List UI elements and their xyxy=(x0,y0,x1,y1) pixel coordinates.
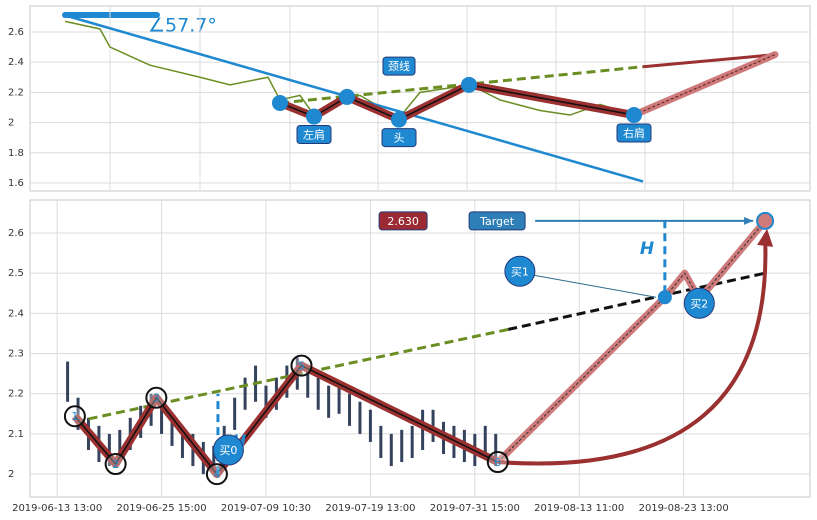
buy-label: 买1 xyxy=(511,265,529,278)
pattern-point xyxy=(63,405,86,428)
pattern-label: 右肩 xyxy=(623,126,645,140)
pattern-point xyxy=(339,88,355,105)
pattern-point xyxy=(145,386,168,409)
x-tick-label: 2019-07-19 13:00 xyxy=(325,503,415,514)
buy-label: 买2 xyxy=(690,297,708,310)
angle-label: ∠57.7° xyxy=(148,15,217,37)
buy-point xyxy=(683,287,715,319)
top-panel xyxy=(29,5,811,192)
target-value-label: 2.630 xyxy=(387,215,419,228)
pattern-point xyxy=(306,108,322,125)
pattern-point xyxy=(486,451,509,474)
pattern-point-label: 1 xyxy=(71,410,78,423)
x-tick-label: 2019-06-13 13:00 xyxy=(12,503,102,514)
x-tick-label: 2019-07-31 15:00 xyxy=(430,503,520,514)
y-tick-label: 2.5 xyxy=(8,268,24,279)
target-value-label-box xyxy=(378,211,428,231)
pattern-point xyxy=(626,107,642,124)
x-tick-label: 2019-08-23 13:00 xyxy=(639,503,729,514)
target-arrow xyxy=(497,236,768,466)
y-tick-label: 1.8 xyxy=(8,148,24,159)
y-tick-label: 2 xyxy=(8,469,14,480)
y-tick-label: 2.4 xyxy=(8,57,24,68)
pattern-point xyxy=(272,94,288,111)
buy-point xyxy=(657,290,672,305)
y-tick-label: 2 xyxy=(8,118,14,129)
target-arrowhead xyxy=(757,228,774,247)
y-tick-label: 2.2 xyxy=(8,87,24,98)
height-label: H xyxy=(640,239,654,259)
pattern-point xyxy=(391,111,407,128)
pattern-point-label: 5 xyxy=(298,360,305,373)
neckline-label: 颈线 xyxy=(388,59,410,73)
y-tick-label: 2.1 xyxy=(8,429,24,440)
pattern-point xyxy=(290,354,313,377)
pattern-point-label: 2 xyxy=(112,458,119,471)
neckline-extension xyxy=(507,271,766,331)
pattern-label-box xyxy=(296,125,332,145)
projection-core xyxy=(497,220,766,463)
neckline-label-box xyxy=(382,56,416,76)
pattern-point xyxy=(205,463,228,486)
y-tick-label: 1.6 xyxy=(8,178,24,189)
y-tick-label: 2.2 xyxy=(8,389,24,400)
y-tick-label: 2.6 xyxy=(8,27,24,38)
projection-core xyxy=(633,54,776,116)
pattern-point-label: 4 xyxy=(213,468,220,481)
pattern-label-box xyxy=(381,128,417,148)
target-pointer-head xyxy=(744,216,754,225)
x-tick-label: 2019-08-13 11:00 xyxy=(534,503,624,514)
y-tick-label: 2.3 xyxy=(8,349,24,360)
y-tick-label: 2.4 xyxy=(8,308,24,319)
pattern-point xyxy=(461,76,477,93)
neckline-projection xyxy=(642,53,776,69)
pattern-label: 头 xyxy=(394,132,405,145)
bottom-panel xyxy=(29,199,811,498)
target-label-box xyxy=(468,211,526,231)
pattern-point xyxy=(104,453,127,476)
target-label: Target xyxy=(479,215,515,228)
target-point xyxy=(756,211,775,230)
buy-pointer xyxy=(533,274,656,298)
y-tick-label: 2.6 xyxy=(8,228,24,239)
buy-label: 买0 xyxy=(219,444,237,457)
pattern-label: 左肩 xyxy=(303,128,325,142)
buy-point xyxy=(212,434,244,466)
x-tick-label: 2019-06-25 15:00 xyxy=(117,503,207,514)
pattern-point-label: 3 xyxy=(153,392,160,405)
x-tick-label: 2019-07-09 10:30 xyxy=(221,503,311,514)
pattern-label-box xyxy=(616,123,652,143)
buy-label-bg xyxy=(504,255,536,287)
pattern-point-label: 6 xyxy=(494,456,501,469)
